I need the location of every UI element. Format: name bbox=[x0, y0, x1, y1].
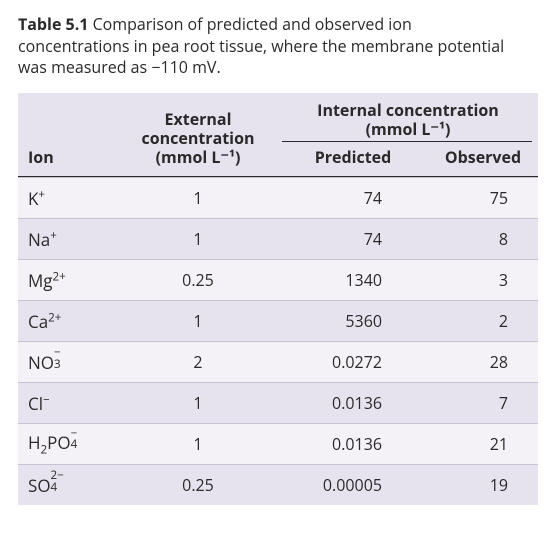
obs-cell: 7 bbox=[428, 383, 538, 424]
pred-cell: 0.00005 bbox=[278, 465, 428, 506]
ext-cell: 0.25 bbox=[118, 260, 278, 301]
ext-cell: 0.25 bbox=[118, 465, 278, 506]
hdr-ext-unit: (mmol L⁻¹) bbox=[156, 146, 241, 168]
caption-text: Comparison of predicted and observed ion… bbox=[18, 13, 504, 78]
pred-cell: 0.0272 bbox=[278, 342, 428, 383]
ext-cell: 1 bbox=[118, 383, 278, 424]
ext-cell: 1 bbox=[118, 178, 278, 219]
pred-cell: 0.0136 bbox=[278, 383, 428, 424]
obs-cell: 8 bbox=[428, 219, 538, 260]
pred-cell: 74 bbox=[278, 219, 428, 260]
col-internal-group: Internal concentration (mmol L⁻¹) bbox=[278, 93, 538, 142]
table-row: Na+1748 bbox=[18, 219, 538, 260]
ion-cell: H2PO−4 bbox=[18, 424, 118, 465]
obs-cell: 21 bbox=[428, 424, 538, 465]
ext-cell: 1 bbox=[118, 424, 278, 465]
ion-table: External concentration (mmol L⁻¹) Intern… bbox=[18, 93, 538, 505]
table-row: Cl−10.01367 bbox=[18, 383, 538, 424]
ext-cell: 1 bbox=[118, 301, 278, 342]
table-row: Mg2+0.2513403 bbox=[18, 260, 538, 301]
ion-cell: Mg2+ bbox=[18, 260, 118, 301]
ion-cell: NO−3 bbox=[18, 342, 118, 383]
col-external: External concentration (mmol L⁻¹) bbox=[118, 93, 278, 176]
obs-cell: 19 bbox=[428, 465, 538, 506]
table-row: NO−320.027228 bbox=[18, 342, 538, 383]
col-ion: Ion bbox=[18, 142, 118, 176]
obs-cell: 75 bbox=[428, 178, 538, 219]
ext-cell: 1 bbox=[118, 219, 278, 260]
obs-cell: 3 bbox=[428, 260, 538, 301]
pred-cell: 1340 bbox=[278, 260, 428, 301]
ext-cell: 2 bbox=[118, 342, 278, 383]
ion-cell: Cl− bbox=[18, 383, 118, 424]
obs-cell: 2 bbox=[428, 301, 538, 342]
table-body: K+17475Na+1748Mg2+0.2513403Ca2+153602NO−… bbox=[18, 178, 538, 506]
ion-cell: K+ bbox=[18, 178, 118, 219]
ion-cell: Na+ bbox=[18, 219, 118, 260]
table-row: H2PO−410.013621 bbox=[18, 424, 538, 465]
ion-cell: SO2−4 bbox=[18, 465, 118, 506]
table-header: External concentration (mmol L⁻¹) Intern… bbox=[18, 93, 538, 178]
table-row: SO2−40.250.0000519 bbox=[18, 465, 538, 506]
table-row: K+17475 bbox=[18, 178, 538, 219]
col-predicted: Predicted bbox=[278, 142, 428, 176]
pred-cell: 74 bbox=[278, 178, 428, 219]
table-row: Ca2+153602 bbox=[18, 301, 538, 342]
table-label: Table 5.1 bbox=[18, 13, 88, 35]
hdr-int-unit: (mmol L⁻¹) bbox=[366, 118, 451, 140]
table-caption: Table 5.1 Comparison of predicted and ob… bbox=[18, 14, 518, 79]
caption-mv: −110 mV. bbox=[151, 56, 220, 78]
ion-cell: Ca2+ bbox=[18, 301, 118, 342]
obs-cell: 28 bbox=[428, 342, 538, 383]
pred-cell: 5360 bbox=[278, 301, 428, 342]
pred-cell: 0.0136 bbox=[278, 424, 428, 465]
col-observed: Observed bbox=[428, 142, 538, 176]
